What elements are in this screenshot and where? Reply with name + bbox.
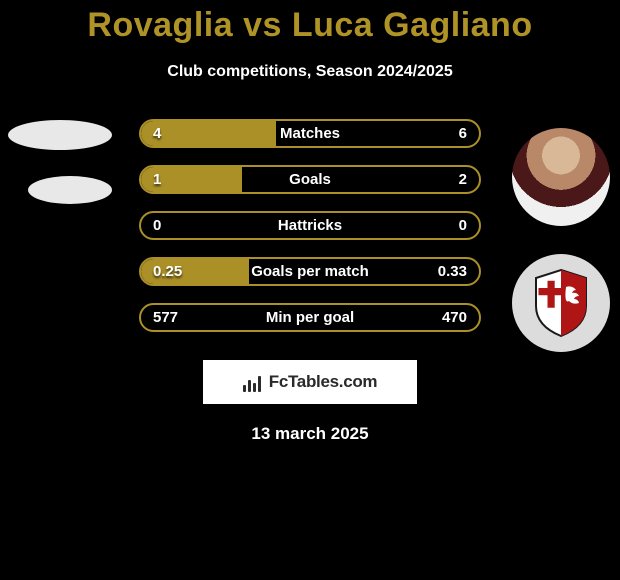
stat-label: Goals — [289, 171, 331, 188]
stat-label: Hattricks — [278, 217, 342, 234]
avatar-right-club — [512, 254, 610, 352]
stat-row: 4 Matches 6 — [139, 119, 481, 148]
page-title: Rovaglia vs Luca Gagliano — [0, 0, 620, 45]
stat-value-left: 577 — [153, 309, 178, 326]
stat-value-right: 470 — [442, 309, 467, 326]
stat-row: 0.25 Goals per match 0.33 — [139, 257, 481, 286]
date-label: 13 march 2025 — [0, 424, 620, 444]
stat-label: Matches — [280, 125, 340, 142]
brand-text: FcTables.com — [269, 372, 378, 392]
stat-row: 577 Min per goal 470 — [139, 303, 481, 332]
avatar-left-club — [28, 176, 112, 204]
stat-value-right: 0 — [459, 217, 467, 234]
stat-label: Min per goal — [266, 309, 354, 326]
avatar-right-player — [512, 128, 610, 226]
stat-row: 0 Hattricks 0 — [139, 211, 481, 240]
bar-chart-icon — [243, 372, 263, 392]
stat-value-right: 0.33 — [438, 263, 467, 280]
stat-value-right: 6 — [459, 125, 467, 142]
avatar-left-player — [8, 120, 112, 150]
stat-label: Goals per match — [251, 263, 369, 280]
stat-value-right: 2 — [459, 171, 467, 188]
club-crest-icon — [532, 268, 590, 338]
brand-box[interactable]: FcTables.com — [203, 360, 417, 404]
stat-value-left: 4 — [153, 125, 161, 142]
subtitle: Club competitions, Season 2024/2025 — [0, 63, 620, 81]
stat-value-left: 0.25 — [153, 263, 182, 280]
stat-row: 1 Goals 2 — [139, 165, 481, 194]
stat-value-left: 0 — [153, 217, 161, 234]
stat-value-left: 1 — [153, 171, 161, 188]
